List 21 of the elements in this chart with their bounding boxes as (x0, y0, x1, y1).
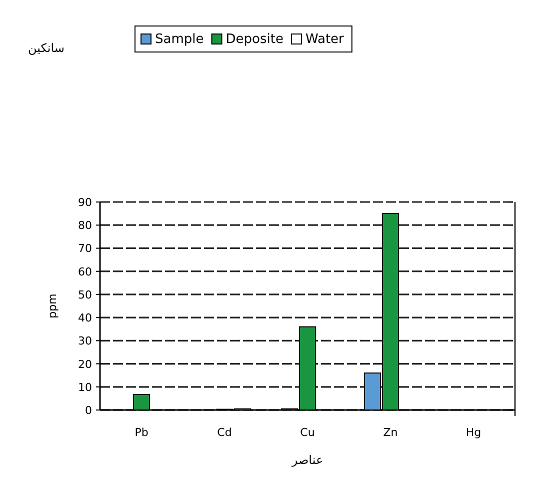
y-tick-label: 10 (78, 380, 92, 394)
x-tick-label: Cd (217, 426, 232, 439)
y-tick-label: 90 (78, 196, 92, 209)
y-tick-label: 30 (78, 334, 92, 348)
chart-title: سانکین (28, 41, 64, 55)
y-tick-label: 0 (85, 404, 92, 417)
legend-label: Sample (155, 32, 204, 47)
y-tick-label: 70 (78, 242, 92, 256)
y-axis-title: ppm (46, 294, 59, 318)
x-tick-label: Pb (134, 426, 148, 439)
x-axis-title: عناصر (290, 453, 324, 467)
legend-label: Deposite (226, 32, 284, 47)
legend-label: Water (305, 32, 345, 47)
y-tick-label: 20 (78, 358, 92, 371)
x-tick-label: Hg (466, 426, 482, 439)
y-tick-label: 40 (78, 312, 92, 325)
x-tick-label: Cu (300, 426, 315, 439)
y-tick-label: 80 (78, 219, 92, 232)
y-tick-label: 60 (78, 265, 92, 278)
y-tick-label: 50 (78, 288, 92, 302)
x-tick-label: Zn (383, 426, 398, 439)
